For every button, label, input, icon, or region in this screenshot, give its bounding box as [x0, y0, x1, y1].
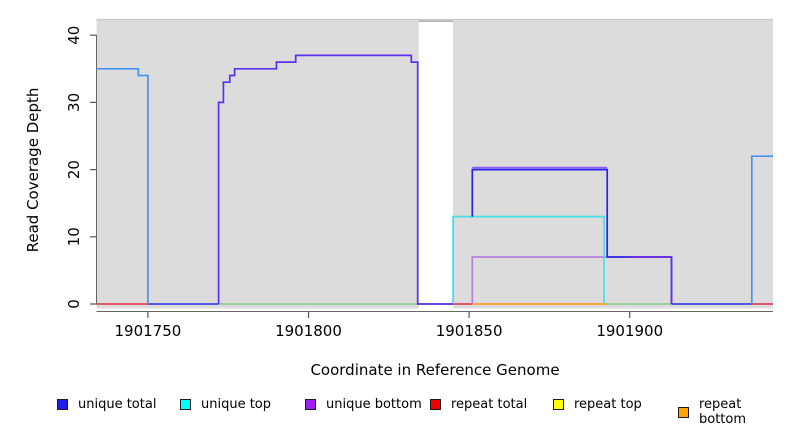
- legend-item-unique-top: unique top: [180, 397, 271, 412]
- series-unique-total-left-peak: [96, 67, 149, 304]
- legend-swatch-unique-total: [57, 399, 68, 410]
- legend-item-unique-total: unique total: [57, 397, 156, 412]
- y-tick-label-1: 10: [65, 227, 83, 246]
- coverage-plot: 1901750 1901800 1901850 1901900 0 10 20 30 40: [65, 18, 773, 340]
- x-tick-label-1: 1901800: [275, 322, 342, 340]
- legend-item-repeat-total: repeat total: [430, 397, 527, 412]
- y-axis-label: Read Coverage Depth: [24, 87, 42, 253]
- y-tick-label-0: 0: [65, 299, 83, 309]
- legend-label: unique top: [201, 397, 272, 412]
- y-tick-label-2: 20: [65, 160, 83, 179]
- series-unique-bottom-right: [629, 256, 673, 304]
- x-tick-label-0: 1901750: [114, 322, 181, 340]
- legend-item-repeat-top: repeat top: [553, 397, 642, 412]
- series-unique-bottom-low: [471, 256, 608, 304]
- legend-label: repeat total: [451, 397, 528, 412]
- y-tick-label-3: 30: [65, 93, 83, 112]
- x-axis-label: Coordinate in Reference Genome: [310, 361, 560, 379]
- legend-swatch-unique-bottom: [305, 399, 316, 410]
- coverage-panel-0: [96, 19, 419, 309]
- y-tick-label-4: 40: [65, 26, 83, 45]
- x-tick-label-3: 1901900: [596, 322, 663, 340]
- legend-swatch-unique-top: [180, 399, 191, 410]
- legend: unique total unique top unique bottom repea…: [0, 397, 792, 427]
- coverage-panel-1: [453, 19, 773, 309]
- legend-swatch-repeat-top: [553, 399, 564, 410]
- legend-label: unique total: [78, 397, 157, 412]
- legend-item-repeat-bottom: repeat bottom: [678, 397, 792, 427]
- legend-label: unique bottom: [326, 397, 422, 412]
- x-tick-label-2: 1901850: [436, 322, 503, 340]
- series-unique-main-shape: [217, 54, 454, 305]
- legend-swatch-repeat-total: [430, 399, 441, 410]
- legend-swatch-repeat-bottom: [678, 406, 689, 418]
- legend-label: repeat bottom: [699, 397, 747, 427]
- series-unique-top-cyan: [452, 215, 605, 304]
- legend-item-unique-bottom: unique bottom: [305, 397, 422, 412]
- series-unique-total-right-peak: [750, 155, 773, 304]
- legend-label: repeat top: [574, 397, 642, 412]
